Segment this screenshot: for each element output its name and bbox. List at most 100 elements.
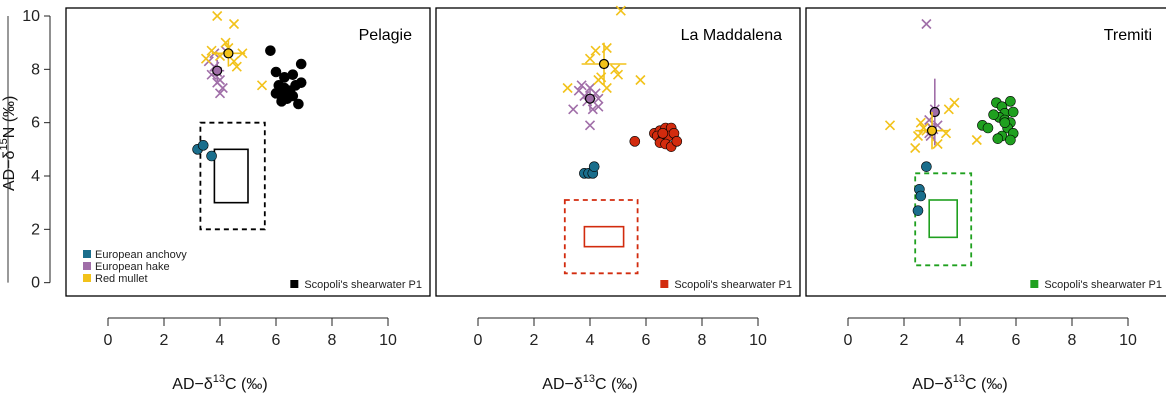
inner-rect-pelagie [213, 148, 249, 204]
point-la-maddalena-scopoli-s-shearwater-p1-0 [629, 136, 641, 147]
y-tick-label-6: 6 [31, 115, 40, 132]
point-la-maddalena-scopoli-s-shearwater-p1-13 [657, 128, 669, 139]
x-axis-label-tremiti: AD−δ13C (‰) [912, 373, 1007, 393]
point-la-maddalena-european-hake-9 [576, 80, 587, 91]
panel-title-pelagie: Pelagie [359, 27, 412, 44]
y-tick-label-0: 0 [31, 275, 40, 292]
point-tremiti-european-anchovy-0 [921, 161, 932, 172]
legend-label-european-anchovy: European anchovy [95, 249, 187, 261]
x-tick-label-pelagie-0: 0 [104, 332, 113, 349]
point-pelagie-scopoli-s-shearwater-p1-1 [270, 66, 282, 78]
point-la-maddalena-european-anchovy-3 [588, 161, 600, 172]
x-tick-label-la-maddalena-0: 0 [474, 332, 483, 349]
point-pelagie-scopoli-s-shearwater-p1-16 [276, 96, 287, 107]
point-tremiti-red-mullet-1 [915, 117, 926, 128]
mean-point-pelagie-european-hake [212, 65, 223, 76]
x-tick-label-la-maddalena-10: 10 [749, 332, 767, 349]
point-la-maddalena-red-mullet-4 [610, 64, 621, 75]
point-la-maddalena-red-mullet-1 [590, 45, 601, 56]
x-tick-label-tremiti-2: 2 [900, 332, 909, 349]
point-pelagie-european-hake-9 [212, 77, 223, 88]
point-pelagie-red-mullet-8 [231, 61, 242, 72]
x-axis-label-la-maddalena: AD−δ13C (‰) [542, 373, 637, 393]
outer-dashed-rect-tremiti [914, 172, 973, 267]
point-tremiti-red-mullet-9 [971, 134, 982, 146]
point-la-maddalena-red-mullet-10 [612, 69, 624, 80]
mean-point-la-maddalena-european-hake [584, 93, 596, 104]
point-la-maddalena-red-mullet-3 [584, 53, 596, 64]
x-axis-label-pelagie: AD−δ13C (‰) [172, 373, 267, 393]
point-pelagie-european-anchovy-1 [197, 140, 209, 151]
mean-point-pelagie-red-mullet [223, 48, 234, 59]
x-tick-label-tremiti-0: 0 [844, 332, 853, 349]
legend-swatch-european-hake [83, 262, 91, 270]
x-tick-label-tremiti-4: 4 [956, 332, 965, 349]
legend-swatch-red-mullet [83, 274, 91, 282]
bird-legend-swatch-la-maddalena [660, 280, 669, 288]
x-tick-label-pelagie-10: 10 [379, 332, 397, 349]
x-tick-label-pelagie-4: 4 [216, 332, 225, 349]
point-la-maddalena-red-mullet-0 [615, 5, 626, 16]
x-tick-label-pelagie-2: 2 [160, 332, 169, 349]
point-la-maddalena-red-mullet-6 [635, 74, 646, 86]
point-tremiti-european-anchovy-3 [912, 205, 924, 216]
legend-swatch-european-anchovy [83, 250, 91, 258]
point-la-maddalena-european-hake-7 [568, 104, 579, 115]
x-tick-label-la-maddalena-4: 4 [586, 332, 595, 349]
legend-label-european-hake: European hake [95, 261, 170, 273]
plot-frame-pelagie [65, 7, 431, 297]
x-tick-label-la-maddalena-6: 6 [642, 332, 651, 349]
x-tick-label-la-maddalena-2: 2 [530, 332, 539, 349]
point-tremiti-red-mullet-8 [949, 97, 960, 108]
point-tremiti-red-mullet-0 [884, 120, 896, 131]
point-pelagie-scopoli-s-shearwater-p1-14 [270, 88, 282, 99]
point-tremiti-scopoli-s-shearwater-p1-6 [988, 109, 999, 120]
point-la-maddalena-red-mullet-7 [562, 82, 573, 94]
x-tick-label-tremiti-8: 8 [1068, 332, 1077, 349]
bird-legend-label-la-maddalena: Scopoli's shearwater P1 [674, 279, 792, 291]
panel-title-la-maddalena: La Maddalena [681, 27, 783, 44]
point-la-maddalena-scopoli-s-shearwater-p1-12 [671, 136, 683, 147]
y-tick-label-10: 10 [22, 8, 40, 25]
point-pelagie-red-mullet-7 [200, 53, 212, 64]
point-pelagie-scopoli-s-shearwater-p1-13 [293, 98, 304, 110]
point-la-maddalena-european-hake-6 [593, 101, 604, 112]
point-pelagie-red-mullet-9 [256, 80, 268, 91]
point-tremiti-red-mullet-4 [910, 142, 921, 154]
mean-point-la-maddalena-red-mullet [598, 58, 610, 70]
point-pelagie-red-mullet-5 [228, 56, 240, 67]
y-tick-label-8: 8 [31, 61, 40, 78]
point-pelagie-scopoli-s-shearwater-p1-9 [295, 77, 307, 88]
point-tremiti-scopoli-s-shearwater-p1-15 [1005, 134, 1016, 146]
point-pelagie-scopoli-s-shearwater-p1-15 [281, 85, 293, 96]
point-tremiti-european-anchovy-2 [915, 190, 927, 202]
plot-frame-tremiti [805, 7, 1166, 297]
point-la-maddalena-european-hake-8 [584, 120, 596, 131]
x-tick-label-pelagie-8: 8 [328, 332, 337, 349]
point-pelagie-european-anchovy-2 [206, 150, 217, 162]
bird-legend-label-pelagie: Scopoli's shearwater P1 [304, 279, 422, 291]
x-tick-label-tremiti-6: 6 [1012, 332, 1021, 349]
y-tick-label-4: 4 [31, 168, 40, 185]
mean-point-tremiti-red-mullet [926, 125, 938, 136]
point-pelagie-red-mullet-0 [212, 10, 223, 22]
x-tick-label-tremiti-10: 10 [1119, 332, 1137, 349]
legend-label-red-mullet: Red mullet [95, 273, 148, 285]
point-tremiti-scopoli-s-shearwater-p1-16 [999, 117, 1011, 128]
bird-legend-label-tremiti: Scopoli's shearwater P1 [1044, 279, 1162, 291]
point-tremiti-scopoli-s-shearwater-p1-4 [1007, 106, 1019, 118]
x-tick-label-pelagie-6: 6 [272, 332, 281, 349]
point-pelagie-scopoli-s-shearwater-p1-0 [265, 45, 276, 56]
point-tremiti-scopoli-s-shearwater-p1-2 [1005, 96, 1016, 107]
bird-legend-swatch-tremiti [1030, 280, 1039, 288]
inner-rect-la-maddalena [583, 225, 625, 248]
point-tremiti-scopoli-s-shearwater-p1-14 [992, 133, 1004, 144]
y-tick-label-2: 2 [31, 221, 40, 238]
y-axis-label: AD−δ15N (‰) [0, 96, 18, 191]
point-la-maddalena-european-hake-3 [593, 93, 604, 104]
outer-dashed-rect-la-maddalena [563, 199, 639, 275]
bird-legend-swatch-pelagie [290, 280, 299, 288]
point-tremiti-scopoli-s-shearwater-p1-11 [982, 122, 994, 134]
point-pelagie-scopoli-s-shearwater-p1-4 [295, 58, 307, 70]
